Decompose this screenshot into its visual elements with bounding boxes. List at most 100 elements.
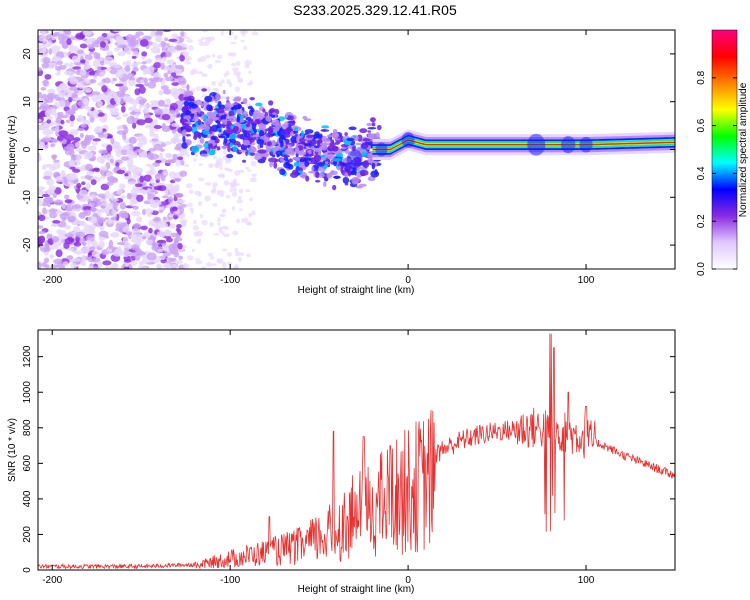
snr-plot-area: [38, 333, 675, 570]
heatmap-cell: [240, 39, 245, 43]
heatmap-cell: [83, 78, 91, 84]
heatmap-cell: [250, 156, 256, 160]
heatmap-cell: [241, 217, 245, 224]
heatmap-cell: [243, 129, 248, 137]
heatmap-cell: [164, 262, 171, 269]
heatmap-cell: [80, 123, 87, 128]
heatmap-cell: [221, 248, 228, 252]
heatmap-cell: [174, 192, 184, 198]
heatmap-cell: [250, 107, 255, 113]
heatmap-cell: [283, 121, 289, 129]
heatmap-cell: [75, 147, 83, 152]
heatmap-cell: [173, 251, 180, 258]
heatmap-cell: [579, 136, 593, 153]
heatmap-cell: [38, 112, 46, 117]
heatmap-cell: [290, 136, 297, 144]
heatmap-cell: [85, 182, 92, 191]
snr-xlabel: Height of straight line (km): [298, 584, 415, 595]
heatmap-cell: [87, 266, 94, 269]
heatmap-cell: [83, 65, 91, 70]
heatmap-cell: [173, 196, 178, 202]
x-tick-label: 0: [405, 575, 411, 586]
heatmap-cell: [315, 179, 321, 183]
heatmap-cell: [251, 210, 256, 216]
heatmap-cell: [294, 157, 301, 162]
heatmap-cell: [283, 156, 289, 161]
heatmap-cell: [64, 225, 71, 230]
heatmap-cell: [57, 91, 66, 98]
heatmap-cell: [105, 171, 113, 177]
heatmap-cell: [163, 245, 169, 252]
heatmap-cell: [232, 178, 238, 185]
heatmap-cell: [242, 98, 248, 105]
y-tick-label: -10: [22, 190, 33, 205]
heatmap-cell: [145, 208, 154, 215]
heatmap-cell: [248, 212, 253, 218]
heatmap-cell: [45, 34, 52, 42]
heatmap-cell: [305, 175, 310, 182]
heatmap-cell: [105, 153, 112, 161]
heatmap-cell: [41, 193, 51, 198]
heatmap-cell: [313, 154, 322, 162]
heatmap-cell: [151, 199, 162, 207]
heatmap-cell: [362, 138, 371, 142]
heatmap-cell: [72, 97, 83, 101]
heatmap-cell: [183, 96, 192, 102]
heatmap-cell: [76, 182, 82, 189]
heatmap-cell: [161, 122, 167, 130]
heatmap-cell: [130, 188, 138, 196]
heatmap-cell: [45, 115, 54, 121]
heatmap-cell: [212, 53, 216, 58]
heatmap-cell: [153, 143, 163, 151]
heatmap-cell: [213, 108, 221, 111]
heatmap-cell: [153, 76, 160, 81]
heatmap-cell: [303, 157, 312, 161]
heatmap-cell: [175, 159, 181, 167]
heatmap-cell: [200, 266, 207, 269]
heatmap-cell: [218, 135, 226, 139]
heatmap-cell: [218, 81, 223, 87]
heatmap-cell: [51, 264, 60, 269]
heatmap-cell: [89, 79, 95, 84]
heatmap-cell: [242, 46, 248, 50]
heatmap-cell: [213, 232, 220, 236]
heatmap-cell: [198, 177, 205, 182]
heatmap-cell: [110, 137, 115, 145]
heatmap-cell: [123, 259, 132, 263]
heatmap-cell: [136, 119, 146, 126]
heatmap-cell: [332, 175, 341, 179]
y-tick-label: 600: [22, 455, 33, 472]
heatmap-cell: [53, 159, 60, 163]
heatmap-cell: [227, 52, 234, 57]
heatmap-cell: [194, 190, 202, 196]
heatmap-cell: [312, 139, 317, 145]
heatmap-cell: [78, 221, 84, 226]
heatmap-cell: [53, 31, 60, 36]
heatmap-cell: [125, 60, 132, 67]
heatmap-cell: [162, 30, 172, 33]
heatmap-cell: [170, 264, 179, 268]
heatmap-cell: [176, 156, 184, 161]
heatmap-cell: [111, 112, 120, 116]
colorbar-tick-label: 0.4: [696, 166, 707, 180]
heatmap-cell: [223, 148, 227, 155]
heatmap-cell: [121, 213, 129, 219]
heatmap-cell: [258, 123, 267, 131]
heatmap-cell: [122, 225, 131, 233]
heatmap-cell: [124, 173, 129, 177]
heatmap-cell: [54, 124, 60, 132]
heatmap-cell: [169, 187, 178, 195]
heatmap-cell: [527, 133, 546, 156]
heatmap-cell: [142, 266, 148, 269]
heatmap-cell: [115, 161, 120, 168]
heatmap-cell: [117, 125, 124, 130]
heatmap-cell: [236, 199, 243, 204]
heatmap-cell: [245, 189, 251, 193]
heatmap-cell: [81, 254, 87, 262]
heatmap-cell: [320, 129, 327, 132]
heatmap-cell: [206, 104, 213, 112]
heatmap-cell: [112, 30, 123, 33]
heatmap-cell: [90, 179, 97, 186]
heatmap-cell: [326, 153, 335, 160]
heatmap-cell: [90, 257, 101, 263]
